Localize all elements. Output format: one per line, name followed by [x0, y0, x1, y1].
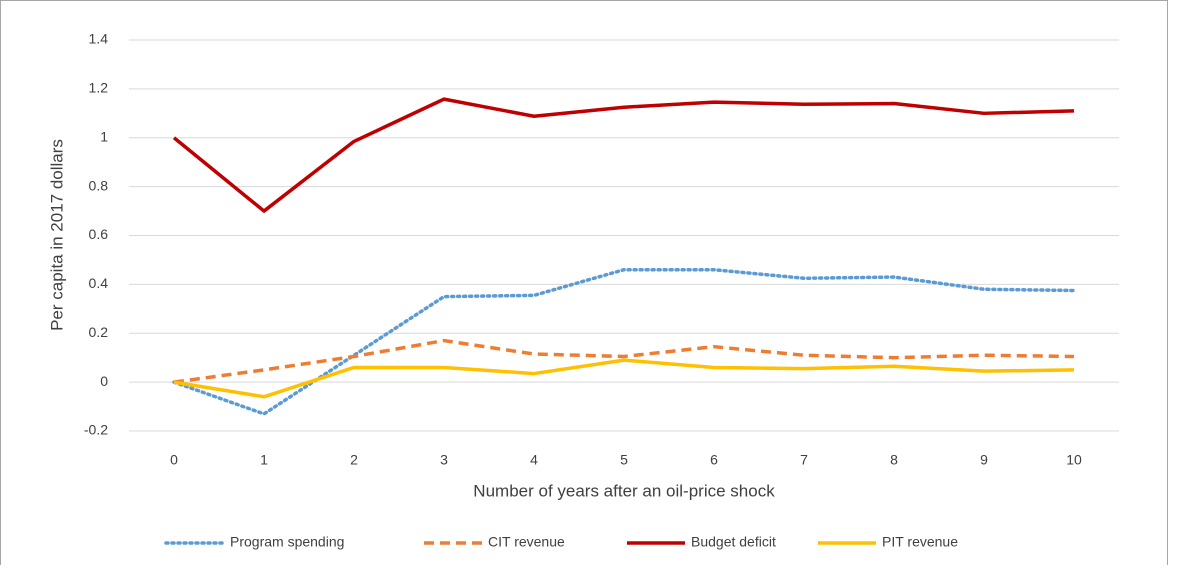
series-line	[173, 358, 1075, 399]
x-axis-label: Number of years after an oil-price shock	[473, 481, 775, 500]
legend-label: PIT revenue	[882, 534, 958, 550]
y-axis-label: Per capita in 2017 dollars	[47, 139, 66, 331]
legend-label: Budget deficit	[691, 534, 776, 550]
x-tick-label: 9	[980, 452, 988, 468]
y-tick-label: 1.2	[89, 80, 109, 96]
y-tick-label: 0.6	[89, 226, 109, 242]
x-tick-label: 10	[1066, 452, 1082, 468]
x-tick-label: 0	[170, 452, 178, 468]
y-tick-label: 1	[100, 128, 108, 144]
x-tick-label: 7	[800, 452, 808, 468]
legend-label: Program spending	[230, 534, 344, 550]
x-tick-label: 4	[530, 452, 538, 468]
y-tick-label: -0.2	[84, 422, 108, 438]
legend-label: CIT revenue	[488, 534, 565, 550]
x-tick-label: 3	[440, 452, 448, 468]
series-line	[173, 338, 1075, 384]
y-tick-label: 0.8	[89, 177, 109, 193]
series-line	[172, 97, 1075, 213]
x-tick-label: 5	[620, 452, 628, 468]
x-tick-label: 8	[890, 452, 898, 468]
y-tick-label: 0.2	[89, 324, 109, 340]
x-tick-label: 1	[260, 452, 268, 468]
y-tick-label: 0.4	[89, 275, 109, 291]
y-tick-label: 0	[100, 373, 108, 389]
series-line	[172, 267, 1076, 416]
x-tick-label: 6	[710, 452, 718, 468]
x-tick-label: 2	[350, 452, 358, 468]
y-tick-label: 1.4	[89, 31, 109, 47]
